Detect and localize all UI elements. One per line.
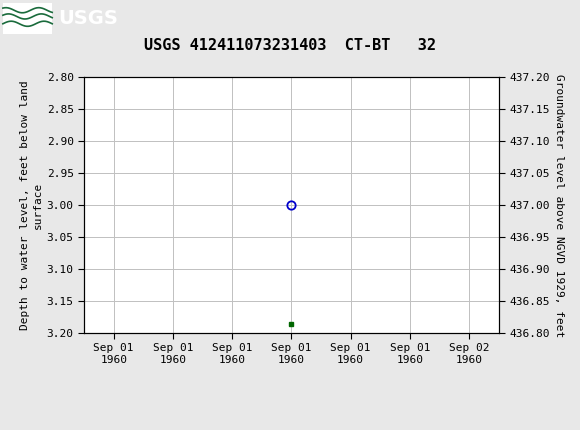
Y-axis label: Depth to water level, feet below land
surface: Depth to water level, feet below land su…: [20, 80, 42, 330]
Legend: Period of approved data: Period of approved data: [194, 429, 389, 430]
Text: USGS: USGS: [58, 9, 118, 28]
Y-axis label: Groundwater level above NGVD 1929, feet: Groundwater level above NGVD 1929, feet: [554, 74, 564, 337]
Text: USGS 412411073231403  CT-BT   32: USGS 412411073231403 CT-BT 32: [144, 38, 436, 52]
FancyBboxPatch shape: [3, 3, 52, 34]
